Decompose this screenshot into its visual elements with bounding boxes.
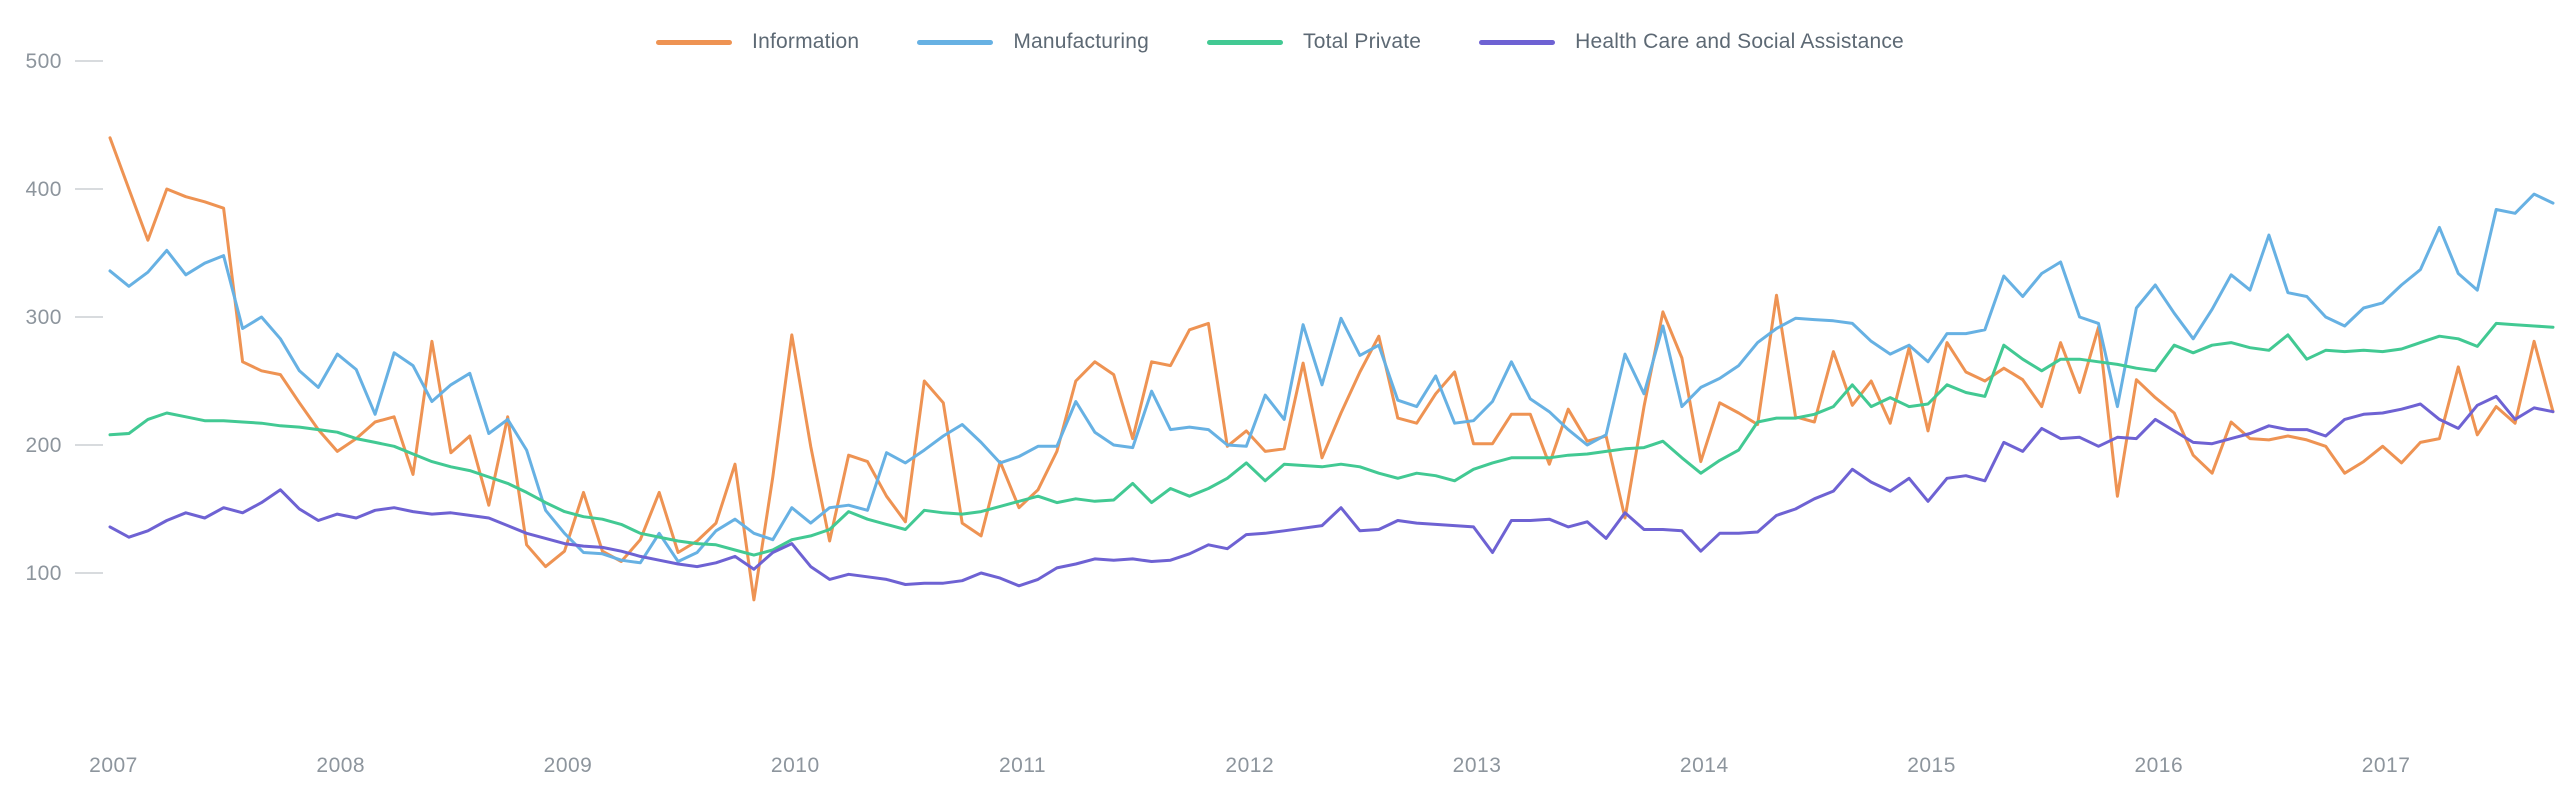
x-axis-tick-label: 2009 [544, 754, 593, 777]
y-axis-tick-label: 500 [25, 50, 62, 73]
legend-label: Information [752, 30, 860, 53]
legend-label: Health Care and Social Assistance [1575, 30, 1904, 53]
y-axis-tick-label: 200 [25, 434, 62, 457]
legend-swatch-information [656, 39, 733, 45]
y-axis-tick-label: 300 [25, 306, 62, 329]
x-axis-tick-label: 2012 [1225, 754, 1274, 777]
x-axis-tick-label: 2016 [2134, 754, 2183, 777]
y-axis-tick-label: 100 [25, 562, 62, 585]
series-line-total-private [108, 321, 2555, 557]
x-axis-tick-label: 2014 [1680, 754, 1729, 777]
legend-swatch-manufacturing [917, 39, 994, 45]
y-axis-tick-label: 400 [25, 178, 62, 201]
series-line-manufacturing [108, 192, 2555, 565]
legend-swatch-health-care-and-social-assistance [1479, 39, 1556, 45]
x-axis-tick-label: 2007 [89, 754, 138, 777]
legend-item-total-private[interactable]: Total Private [1207, 30, 1421, 54]
x-axis-tick-label: 2015 [1907, 754, 1956, 777]
legend-item-information[interactable]: Information [656, 30, 859, 54]
chart-legend: Information Manufacturing Total Private Hea… [0, 30, 2560, 54]
series-line-information [108, 136, 2555, 602]
legend-item-health-care-and-social-assistance[interactable]: Health Care and Social Assistance [1479, 30, 1904, 54]
legend-swatch-total-private [1207, 39, 1283, 45]
legend-label: Total Private [1303, 30, 1422, 53]
x-axis-tick-label: 2008 [316, 754, 365, 777]
x-axis-tick-label: 2017 [2362, 754, 2411, 777]
legend-item-manufacturing[interactable]: Manufacturing [917, 30, 1149, 54]
legend-label: Manufacturing [1013, 30, 1149, 53]
x-axis-tick-label: 2013 [1453, 754, 1502, 777]
x-axis-tick-label: 2010 [771, 754, 820, 777]
series-line-health-care-and-social-assistance [108, 394, 2555, 588]
x-axis-tick-label: 2011 [999, 754, 1046, 777]
